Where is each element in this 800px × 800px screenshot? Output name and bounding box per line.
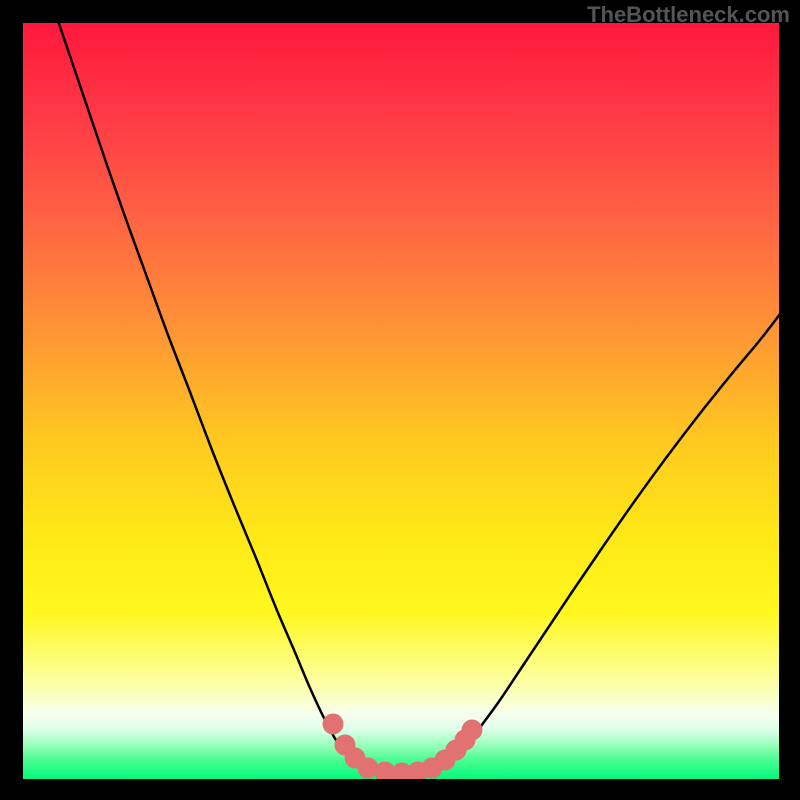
chart-svg — [0, 0, 800, 800]
plot-background — [23, 23, 779, 779]
marker-dot — [462, 720, 483, 741]
watermark-text: TheBottleneck.com — [587, 2, 790, 28]
marker-dot — [323, 714, 344, 735]
chart-stage: TheBottleneck.com — [0, 0, 800, 800]
